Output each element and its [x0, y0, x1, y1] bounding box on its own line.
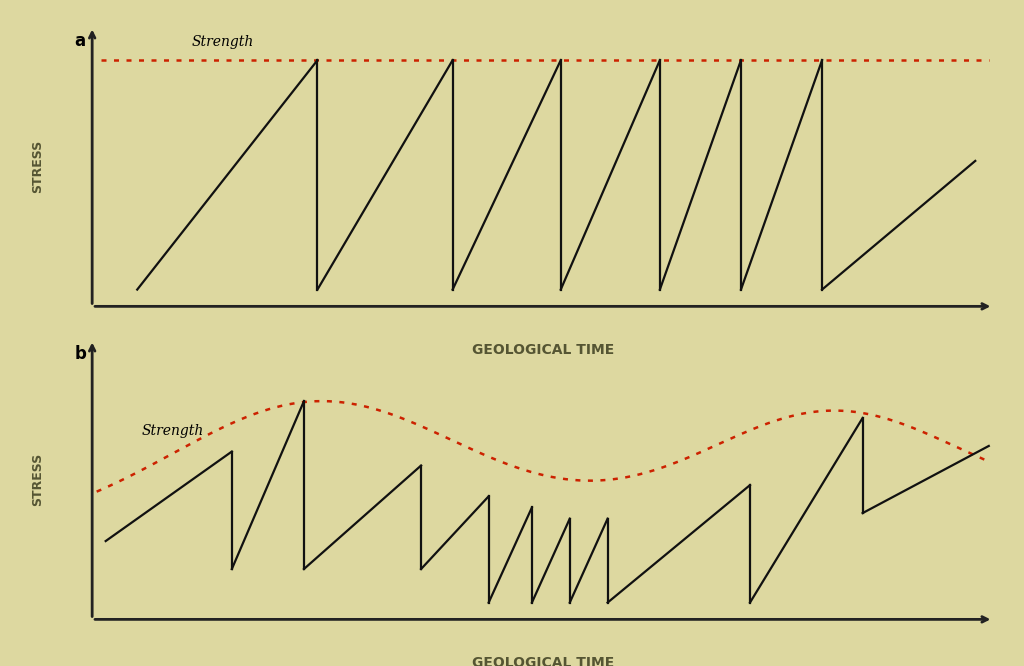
Text: STRESS: STRESS [32, 140, 45, 193]
Text: Strength: Strength [141, 424, 204, 438]
Text: STRESS: STRESS [32, 453, 45, 506]
Text: Strength: Strength [191, 35, 254, 49]
Text: GEOLOGICAL TIME: GEOLOGICAL TIME [472, 343, 613, 357]
Text: a: a [74, 32, 85, 50]
Text: b: b [74, 345, 86, 363]
Text: GEOLOGICAL TIME: GEOLOGICAL TIME [472, 656, 613, 666]
